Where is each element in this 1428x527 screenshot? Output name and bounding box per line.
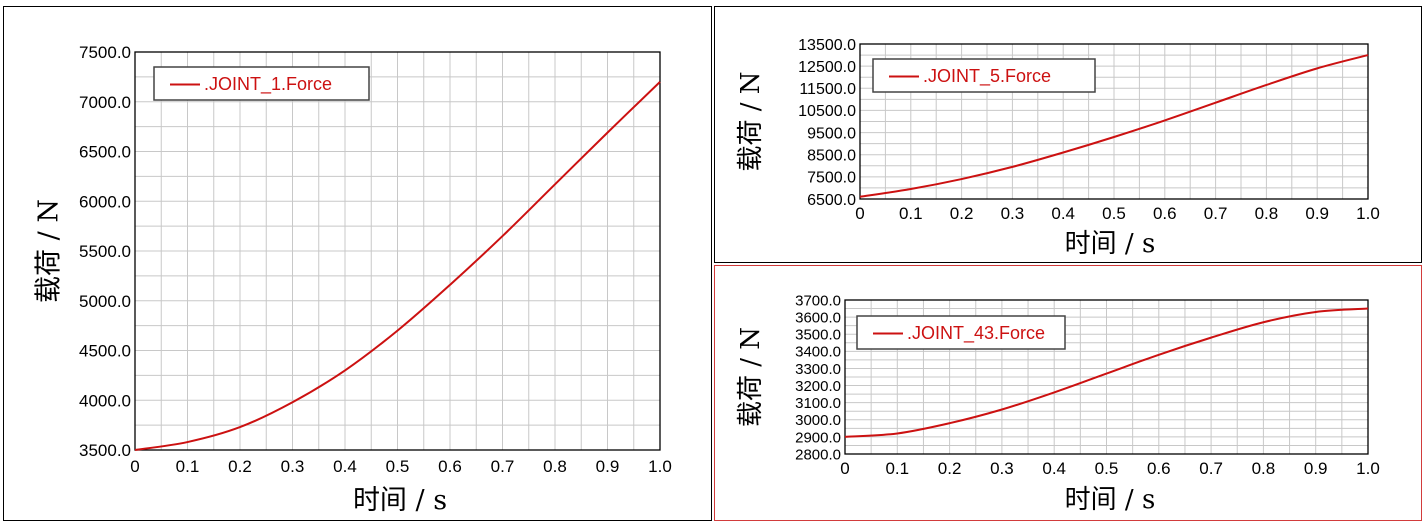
c3-y-tick-label: 3600.0 bbox=[795, 310, 841, 327]
c3-x-tick-label: 0.1 bbox=[885, 459, 909, 478]
c1-series-line bbox=[134, 81, 661, 451]
c3-x-tick-label: 1.0 bbox=[1356, 459, 1380, 478]
c3-y-tick-label: 3200.0 bbox=[795, 378, 841, 395]
chart-panel-joint-43[interactable]: 0 0.1 0.2 0.3 0.4 0.5 0.6 0.7 0.8 0.9 1.0 2800.0 290… bbox=[714, 265, 1422, 521]
c3-y-tick-label: 3100.0 bbox=[795, 395, 841, 412]
c1-x-tick-label: 0.8 bbox=[543, 457, 567, 476]
c1-x-axis-label: 时间 / s bbox=[353, 485, 447, 516]
c2-plot-frame bbox=[859, 43, 1369, 200]
c2-legend-label: .JOINT_5.Force bbox=[923, 66, 1051, 87]
c2-y-tick-label: 10500.0 bbox=[798, 103, 856, 120]
c2-series-line bbox=[859, 54, 1369, 198]
c1-y-tick-label: 5000.0 bbox=[79, 292, 131, 311]
c2-x-tick-label: 0.4 bbox=[1051, 204, 1075, 223]
chart-panel-joint-5: 0 0.1 0.2 0.3 0.4 0.5 0.6 0.7 0.8 0.9 1.0 6500.0 750… bbox=[714, 6, 1422, 263]
c3-x-tick-label: 0.3 bbox=[990, 459, 1014, 478]
c2-legend[interactable]: .JOINT_5.Force bbox=[872, 58, 1096, 93]
c1-x-tick-label: 0.7 bbox=[491, 457, 515, 476]
c2-y-tick-label: 7500.0 bbox=[807, 170, 856, 187]
c1-y-tick-label: 3500.0 bbox=[79, 441, 131, 460]
c2-x-tick-label: 0.2 bbox=[950, 204, 974, 223]
c1-y-tick-label: 7000.0 bbox=[79, 93, 131, 112]
c3-x-tick-label: 0 bbox=[840, 459, 849, 478]
c1-x-tick-label: 0.1 bbox=[176, 457, 200, 476]
c2-x-tick-label: 0.8 bbox=[1255, 204, 1279, 223]
c3-legend[interactable]: .JOINT_43.Force bbox=[856, 315, 1066, 350]
c3-x-tick-label: 0.2 bbox=[938, 459, 962, 478]
c1-y-axis-label: 载荷 / N bbox=[34, 199, 65, 303]
c1-y-tick-label: 7500.0 bbox=[79, 43, 131, 62]
c3-x-tick-label: 0.7 bbox=[1199, 459, 1223, 478]
c2-y-tick-label: 8500.0 bbox=[807, 147, 856, 164]
c1-x-tick-label: 0.2 bbox=[228, 457, 252, 476]
c3-y-axis-label: 载荷 / N bbox=[736, 327, 766, 427]
c2-x-tick-label: 0 bbox=[855, 204, 864, 223]
c2-x-tick-label: 0.9 bbox=[1305, 204, 1329, 223]
c1-y-tick-label: 6000.0 bbox=[79, 192, 131, 211]
c3-y-tick-label: 3700.0 bbox=[795, 292, 841, 309]
chart-joint-1-svg: 0 0.1 0.2 0.3 0.4 0.5 0.6 0.7 0.8 0.9 1.0 3500.0 400… bbox=[34, 43, 672, 516]
c1-x-tick-label: 0.5 bbox=[386, 457, 410, 476]
c1-y-tick-label: 5500.0 bbox=[79, 242, 131, 261]
c2-x-tick-label: 1.0 bbox=[1356, 204, 1380, 223]
c2-x-tick-label: 0.5 bbox=[1102, 204, 1126, 223]
c3-x-axis-label: 时间 / s bbox=[1065, 485, 1156, 515]
c1-legend-label: .JOINT_1.Force bbox=[204, 74, 332, 95]
c3-y-tick-label: 2800.0 bbox=[795, 446, 841, 463]
c3-x-tick-label: 0.8 bbox=[1252, 459, 1276, 478]
c3-x-tick-label: 0.9 bbox=[1304, 459, 1328, 478]
c1-x-tick-label: 0.9 bbox=[596, 457, 620, 476]
c2-y-axis-label: 载荷 / N bbox=[736, 71, 766, 171]
c3-legend-label: .JOINT_43.Force bbox=[907, 323, 1045, 344]
c2-x-tick-label: 0.7 bbox=[1204, 204, 1228, 223]
c1-y-tick-label: 4500.0 bbox=[79, 342, 131, 361]
c1-x-tick-label: 0.6 bbox=[438, 457, 462, 476]
c2-x-axis-label: 时间 / s bbox=[1065, 229, 1156, 259]
c2-y-tick-label: 11500.0 bbox=[799, 81, 856, 98]
c3-x-tick-label: 0.4 bbox=[1042, 459, 1066, 478]
c3-y-tick-label: 3300.0 bbox=[795, 361, 841, 378]
c1-x-tick-label: 0 bbox=[130, 457, 139, 476]
chart-joint-43-svg: 0 0.1 0.2 0.3 0.4 0.5 0.6 0.7 0.8 0.9 1.0 2800.0290… bbox=[736, 292, 1380, 515]
c3-y-tick-label: 3400.0 bbox=[795, 344, 841, 361]
c3-y-tick-label: 2900.0 bbox=[795, 429, 841, 446]
c2-y-tick-label: 12500.0 bbox=[798, 59, 856, 76]
chart-joint-5-svg: 0 0.1 0.2 0.3 0.4 0.5 0.6 0.7 0.8 0.9 1.0 6500.0 750… bbox=[736, 37, 1380, 259]
chart-panel-joint-1: 0 0.1 0.2 0.3 0.4 0.5 0.6 0.7 0.8 0.9 1.0 3500.0 400… bbox=[3, 6, 712, 521]
c3-y-tick-label: 3000.0 bbox=[795, 412, 841, 429]
c3-x-tick-label: 0.5 bbox=[1095, 459, 1119, 478]
c2-y-tick-label: 9500.0 bbox=[807, 125, 856, 142]
c1-plot-frame bbox=[134, 51, 661, 451]
c1-y-tick-label: 6500.0 bbox=[79, 143, 131, 162]
c1-x-tick-label: 0.4 bbox=[333, 457, 357, 476]
c2-x-tick-label: 0.3 bbox=[1001, 204, 1025, 223]
c3-series-line bbox=[844, 307, 1369, 438]
c3-plot-frame bbox=[844, 299, 1369, 455]
c2-x-tick-label: 0.6 bbox=[1153, 204, 1177, 223]
c2-grid bbox=[860, 44, 1368, 199]
c2-y-tick-label: 6500.0 bbox=[807, 192, 856, 209]
c1-grid bbox=[135, 52, 660, 450]
c1-x-tick-label: 1.0 bbox=[648, 457, 672, 476]
c1-y-tick-label: 4000.0 bbox=[79, 391, 131, 410]
c2-y-tick-label: 13500.0 bbox=[798, 37, 856, 54]
c1-x-tick-label: 0.3 bbox=[281, 457, 305, 476]
c3-grid bbox=[845, 300, 1368, 454]
c1-legend[interactable]: .JOINT_1.Force bbox=[153, 66, 370, 101]
c2-x-tick-label: 0.1 bbox=[899, 204, 923, 223]
c3-x-tick-label: 0.6 bbox=[1147, 459, 1171, 478]
c3-y-tick-label: 3500.0 bbox=[795, 327, 841, 344]
